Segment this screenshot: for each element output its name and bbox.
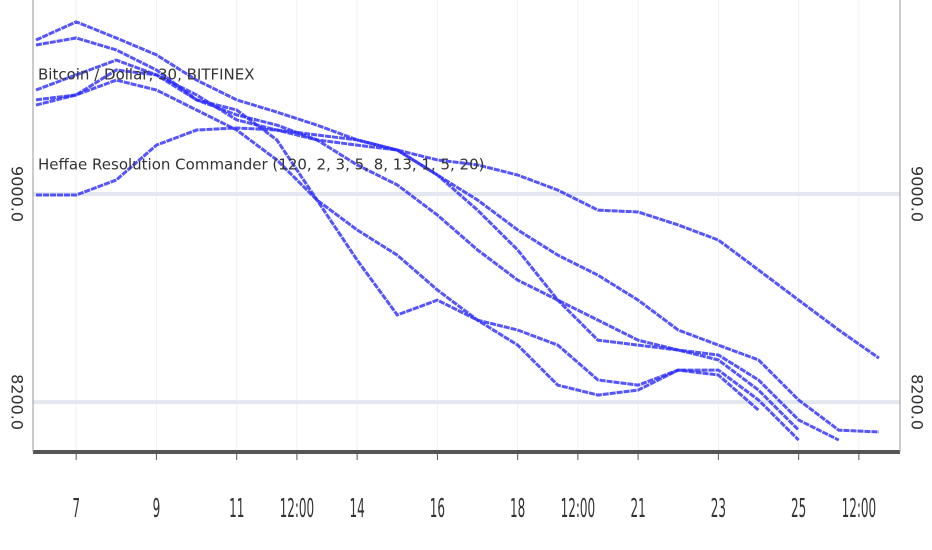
legend-symbol: Bitcoin / Dollar, 30, BITFINEX	[38, 66, 255, 84]
x-tick-label: 7	[72, 493, 80, 524]
x-tick-label: 23	[711, 493, 726, 524]
y-tick-label-left: 8200.0	[8, 374, 27, 430]
x-tick-label: 12:00	[842, 493, 877, 524]
x-tick-label: 16	[430, 493, 445, 524]
series-line	[35, 78, 760, 412]
series-line	[36, 126, 800, 432]
x-tick-label: 21	[630, 493, 645, 524]
x-tick-label: 14	[349, 493, 364, 524]
x-tick-label: 11	[229, 493, 244, 524]
x-tick-label: 12:00	[561, 493, 596, 524]
series-line	[35, 20, 880, 360]
legend-indicator: Heffae Resolution Commander (120, 2, 3, …	[38, 156, 485, 174]
lines	[35, 20, 880, 442]
y-tick-label-right: 9000.0	[908, 166, 927, 222]
x-tick-label: 18	[510, 493, 525, 524]
y-tick-label-right: 8200.0	[908, 374, 927, 430]
y-tick-label-left: 9000.0	[8, 166, 27, 222]
x-tick-label: 25	[791, 493, 806, 524]
x-tick-label: 12:00	[280, 493, 315, 524]
labels: 7 9 11 12:00 14 16 18 12:00 21 23 25 12:00 9000.0 900…	[8, 166, 927, 523]
x-tick-label: 9	[153, 493, 161, 524]
